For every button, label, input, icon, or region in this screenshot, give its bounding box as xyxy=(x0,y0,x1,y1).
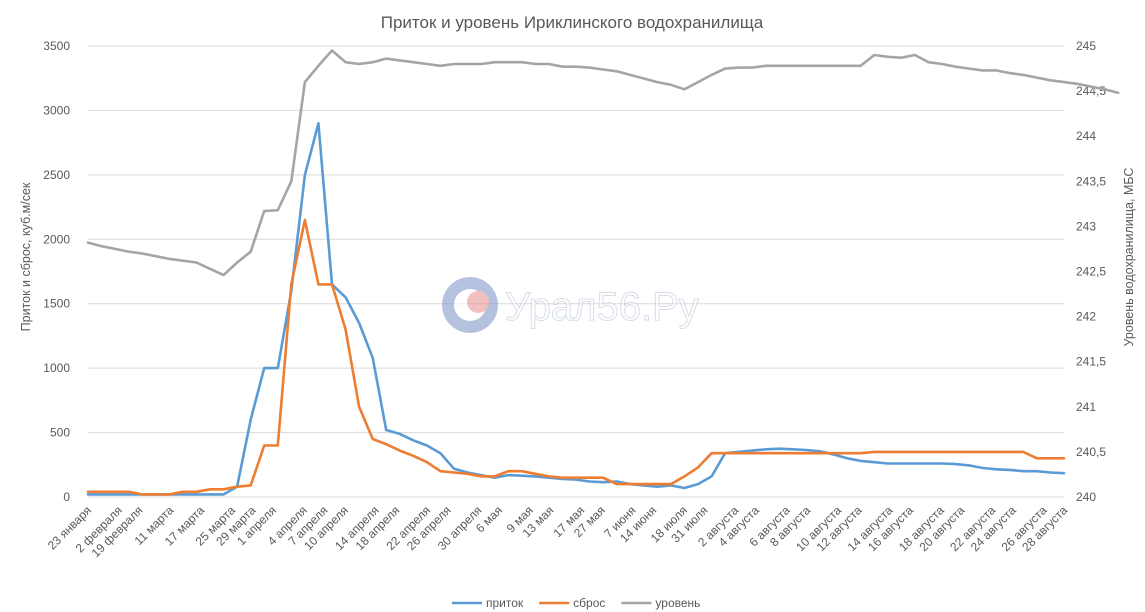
right-tick-label: 240 xyxy=(1076,490,1096,504)
watermark-text: Урал56.Ру xyxy=(505,285,699,329)
left-tick-label: 1500 xyxy=(43,297,70,311)
watermark-logo-dot xyxy=(467,291,489,313)
series-line-discharge xyxy=(86,218,1066,496)
legend: приток сброс уровень xyxy=(452,596,700,610)
right-tick-label: 243,5 xyxy=(1076,174,1106,188)
series-line-inflow xyxy=(86,122,1066,496)
right-tick-label: 245 xyxy=(1076,39,1096,53)
left-axis-ticks: 0 500 1000 1500 2000 2500 3000 3500 xyxy=(43,39,70,504)
left-tick-label: 0 xyxy=(63,490,70,504)
right-tick-label: 242,5 xyxy=(1076,265,1106,279)
left-tick-label: 500 xyxy=(50,426,70,440)
chart-title: Приток и уровень Ириклинского водохранил… xyxy=(381,13,764,32)
left-tick-label: 3000 xyxy=(43,103,70,117)
right-tick-label: 244 xyxy=(1076,129,1096,143)
left-tick-label: 2000 xyxy=(43,232,70,246)
right-tick-label: 242 xyxy=(1076,310,1096,324)
grid-lines xyxy=(88,45,1064,498)
legend-label: сброс xyxy=(573,596,605,610)
left-tick-label: 1000 xyxy=(43,361,70,375)
left-axis-title: Приток и сброс, куб.м/сек xyxy=(19,182,33,331)
series-line-level xyxy=(86,49,1120,277)
right-axis-ticks: 240240,5241241,5242242,5243243,5244244,5… xyxy=(1076,39,1106,504)
right-tick-label: 243 xyxy=(1076,219,1096,233)
left-tick-label: 2500 xyxy=(43,168,70,182)
right-tick-label: 240,5 xyxy=(1076,445,1106,459)
right-axis-title: Уровень водохранилища, МБС xyxy=(1122,168,1136,347)
series-lines xyxy=(86,49,1120,496)
legend-label: приток xyxy=(486,596,524,610)
watermark: Урал56.Ру xyxy=(442,277,699,333)
legend-label: уровень xyxy=(655,596,700,610)
left-tick-label: 3500 xyxy=(43,39,70,53)
right-tick-label: 241,5 xyxy=(1076,355,1106,369)
right-tick-label: 241 xyxy=(1076,400,1096,414)
